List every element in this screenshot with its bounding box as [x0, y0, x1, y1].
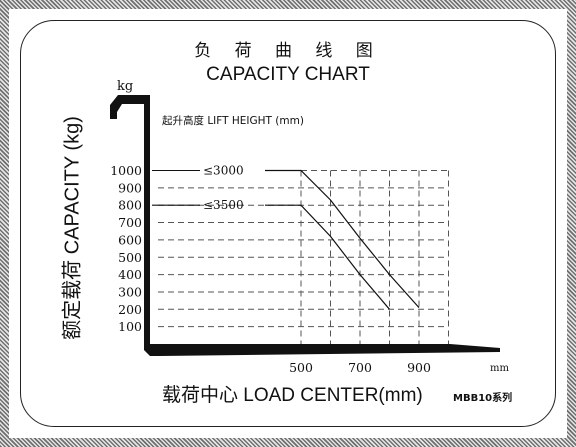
series-1-curve: [265, 204, 390, 310]
y-tick-1000: 1000: [110, 163, 142, 178]
y-tick-900: 900: [118, 180, 142, 195]
series-note: MBB10系列: [453, 393, 513, 404]
lift-height-label: 起升高度 LIFT HEIGHT (mm): [162, 115, 304, 127]
series-0-label: ≤3000: [203, 164, 244, 178]
fork-shape-icon: [110, 95, 500, 356]
x-tick-700: 700: [348, 360, 372, 375]
y-tick-400: 400: [118, 267, 142, 282]
y-tick-500: 500: [118, 250, 142, 265]
chart-title-en: CAPACITY CHART: [206, 64, 370, 85]
y-tick-800: 800: [118, 198, 142, 213]
series-0-curve: [265, 169, 420, 308]
x-tick-900: 900: [407, 360, 431, 375]
y-tick-100: 100: [118, 319, 142, 334]
y-unit-label: kg: [117, 79, 134, 94]
x-unit-label: mm: [490, 363, 509, 374]
y-tick-300: 300: [118, 284, 142, 299]
y-tick-600: 600: [118, 232, 142, 247]
x-tick-500: 500: [289, 360, 313, 375]
series-1-label: ≤3500: [203, 198, 244, 212]
x-axis-label: 载荷中心 LOAD CENTER(mm): [162, 385, 423, 406]
y-tick-200: 200: [118, 302, 142, 317]
rounded-panel: [20, 20, 556, 427]
y-tick-700: 700: [118, 215, 142, 230]
chart-title-cn: 负 荷 曲 线 图: [194, 41, 382, 61]
